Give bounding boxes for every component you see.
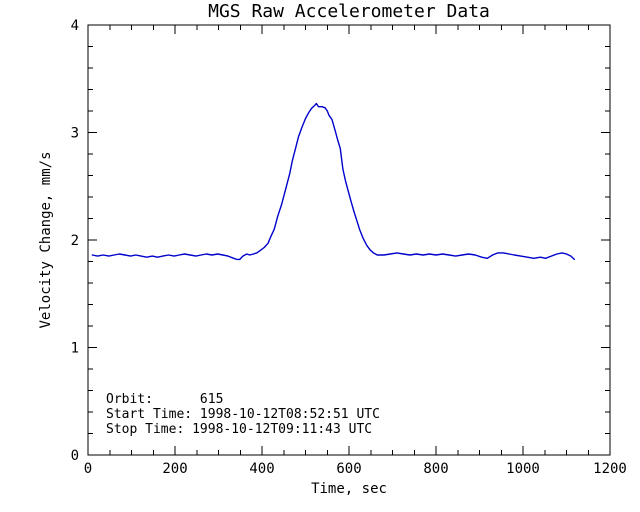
plot-frame: [87, 24, 611, 456]
x-tick-label: 0: [84, 461, 92, 477]
y-tick-label: 1: [71, 341, 79, 357]
x-tick-label: 400: [249, 461, 274, 477]
data-series-layer: [91, 102, 575, 261]
annotation-start-time: Start Time: 1998-10-12T08:52:51 UTC: [106, 407, 380, 422]
x-tick-label: 200: [162, 461, 187, 477]
annotation-stop-time: Stop Time: 1998-10-12T09:11:43 UTC: [106, 422, 372, 437]
x-axis-label: Time, sec: [311, 481, 387, 497]
series-velocity-change: [91, 102, 575, 261]
tick-labels: 0 200 400 600 800 1000 1200 0 1 2 3 4: [71, 18, 627, 477]
axes: [87, 24, 611, 456]
y-tick-label: 3: [71, 126, 79, 142]
y-axis-label: Velocity Change, mm/s: [38, 151, 54, 328]
chart-title: MGS Raw Accelerometer Data: [208, 1, 490, 22]
x-tick-label: 1000: [506, 461, 540, 477]
annotation-orbit: Orbit: 615: [106, 392, 223, 407]
x-tick-label: 600: [336, 461, 361, 477]
y-tick-label: 4: [71, 18, 79, 34]
y-tick-label: 0: [71, 448, 79, 464]
y-tick-label: 2: [71, 233, 79, 249]
x-tick-label: 1200: [593, 461, 627, 477]
x-tick-label: 800: [423, 461, 448, 477]
